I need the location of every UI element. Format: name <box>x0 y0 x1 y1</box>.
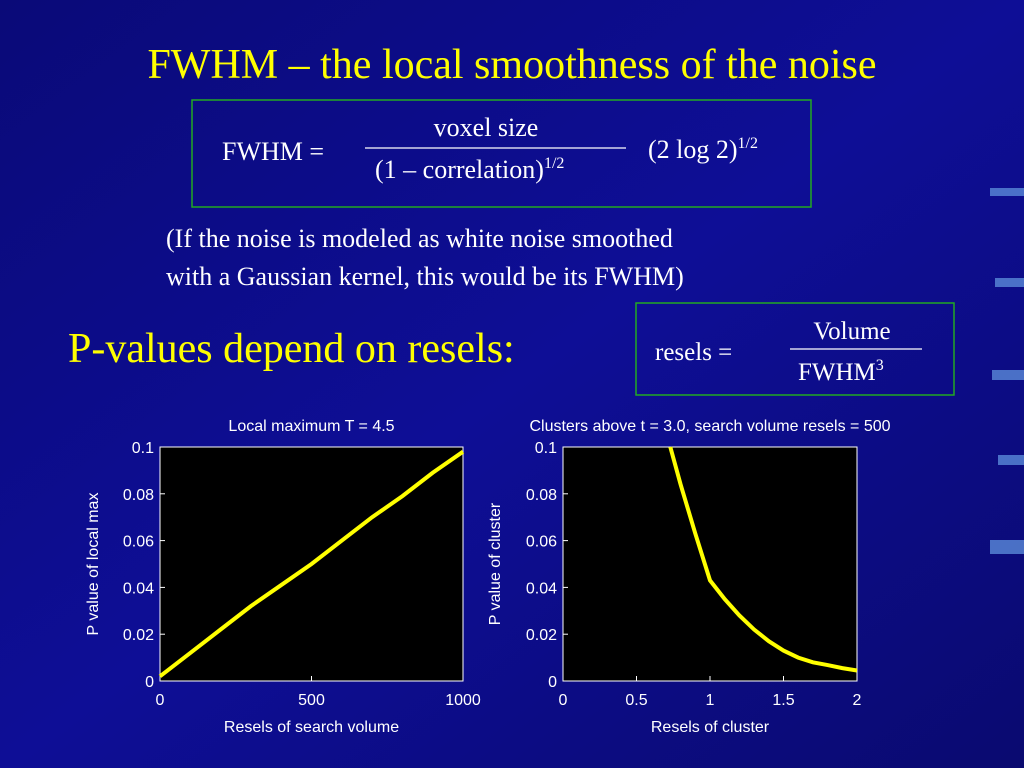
y-tick-label: 0.04 <box>526 580 557 597</box>
y-tick-label: 0.1 <box>132 440 154 457</box>
formula-denominator: (1 – correlation)1/2 <box>375 155 564 184</box>
denominator: FWHM <box>798 359 876 386</box>
resels-box <box>635 302 955 396</box>
y-tick-label: 0.02 <box>123 627 154 644</box>
y-tick-label: 0 <box>548 674 557 691</box>
resels-denominator: FWHM3 <box>798 357 884 386</box>
resels-lhs: resels = <box>655 339 732 366</box>
exponent: 1/2 <box>544 155 564 172</box>
chart-title: Clusters above t = 3.0, search volume re… <box>529 418 890 435</box>
x-tick-label: 2 <box>853 692 862 709</box>
denominator: (1 – correlation) <box>375 155 544 184</box>
y-tick-label: 0.08 <box>526 487 557 504</box>
exponent: 3 <box>876 357 884 374</box>
note-line: with a Gaussian kernel, this would be it… <box>166 262 684 291</box>
data-line <box>158 450 465 678</box>
x-tick-label: 1.5 <box>772 692 794 709</box>
y-tick-label: 0 <box>145 674 154 691</box>
x-axis-label: Resels of cluster <box>651 719 770 736</box>
formula-numerator: voxel size <box>434 113 539 142</box>
y-tick-label: 0.08 <box>123 487 154 504</box>
x-axis-label: Resels of search volume <box>224 719 399 736</box>
chart-title: Local maximum T = 4.5 <box>228 418 394 435</box>
y-tick-label: 0.04 <box>123 580 154 597</box>
title: FWHM – the local smoothness of the noise <box>147 42 876 88</box>
y-tick-label: 0.06 <box>526 534 557 551</box>
factor: (2 log 2) <box>648 135 738 164</box>
data-line <box>668 446 858 673</box>
resels-numerator: Volume <box>813 318 890 345</box>
formula-box <box>191 99 812 208</box>
exponent: 1/2 <box>738 135 758 152</box>
x-tick-label: 0.5 <box>625 692 647 709</box>
y-tick-label: 0.1 <box>535 440 557 457</box>
x-tick-label: 1000 <box>445 692 481 709</box>
y-axis-label: P value of local max <box>85 493 102 636</box>
x-tick-label: 0 <box>156 692 165 709</box>
x-tick-label: 0 <box>559 692 568 709</box>
decoration <box>990 188 1024 554</box>
note-line: (If the noise is modeled as white noise … <box>166 224 673 253</box>
y-tick-label: 0.02 <box>526 627 557 644</box>
x-tick-label: 1 <box>706 692 715 709</box>
y-tick-label: 0.06 <box>123 534 154 551</box>
plot-area <box>562 446 858 682</box>
x-tick-label: 500 <box>298 692 325 709</box>
formula-factor: (2 log 2)1/2 <box>648 135 758 164</box>
charts: 0 0.02 0.04 0.06 0.08 0.1 0 500 1000 Local maximu… <box>85 418 891 736</box>
y-axis-label: P value of cluster <box>487 502 504 625</box>
subheading: P-values depend on resels: <box>68 326 515 372</box>
formula-lhs: FWHM = <box>222 137 324 166</box>
